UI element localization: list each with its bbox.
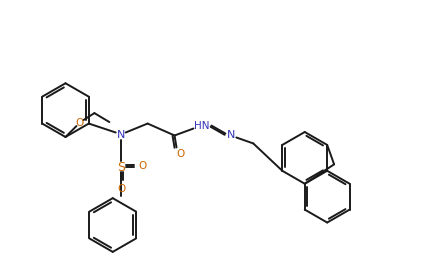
Text: S: S xyxy=(117,161,125,174)
Text: HN: HN xyxy=(194,120,209,131)
Text: O: O xyxy=(76,118,84,128)
Text: N: N xyxy=(227,131,236,140)
Text: N: N xyxy=(117,131,125,140)
Text: O: O xyxy=(139,161,147,171)
Text: O: O xyxy=(177,150,185,159)
Text: O: O xyxy=(118,184,126,194)
